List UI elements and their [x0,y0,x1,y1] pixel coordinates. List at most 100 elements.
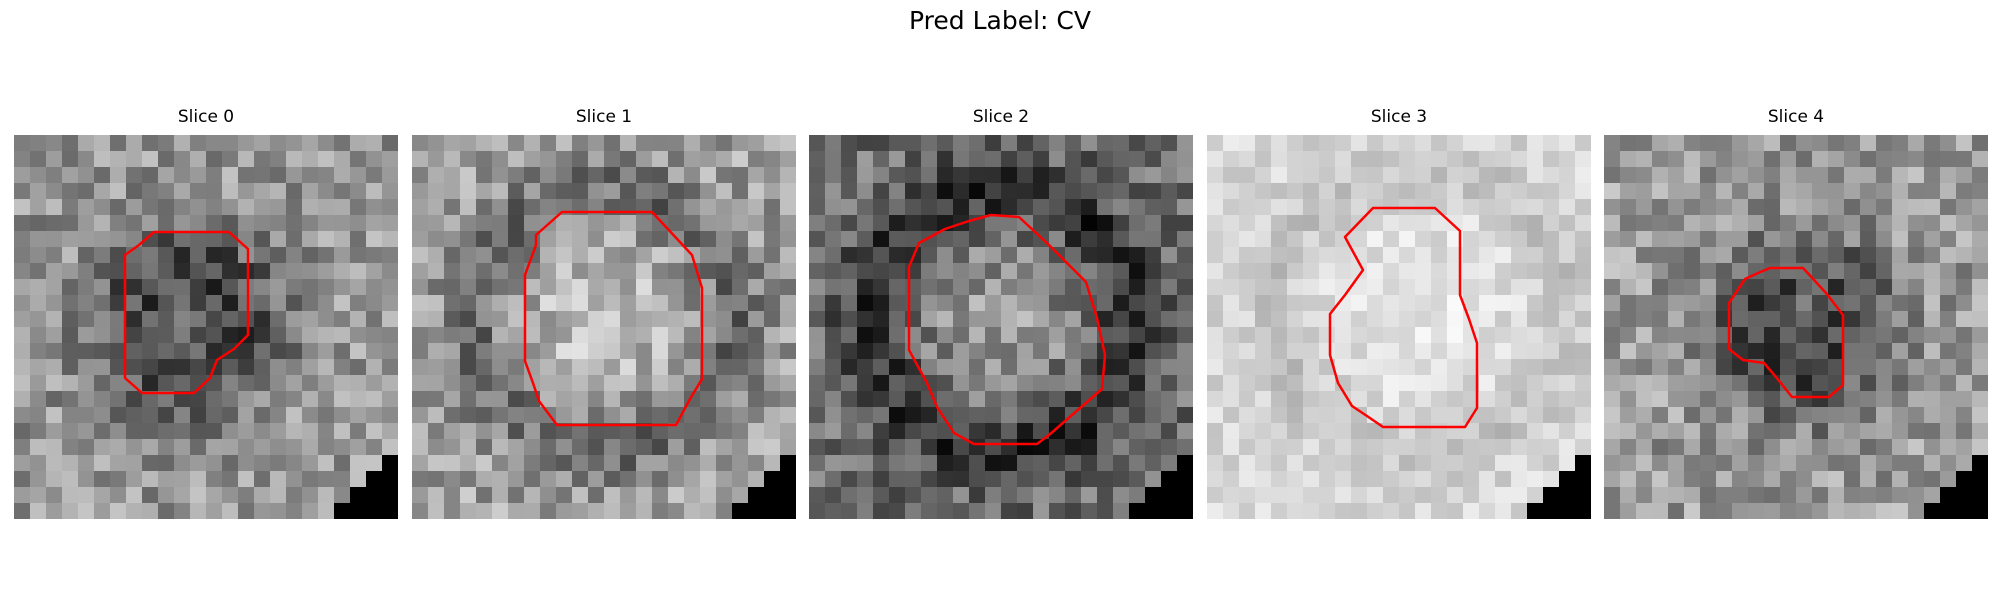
pixel [1303,439,1320,456]
pixel [1956,183,1973,200]
pixel [1860,279,1877,296]
pixel [1956,279,1973,296]
pixel [1399,183,1416,200]
pixel [126,423,143,440]
pixel [254,407,271,424]
pixel [1367,311,1384,328]
pixel [1447,295,1464,312]
pixel [588,327,605,344]
pixel [1447,135,1464,152]
pixel [1716,487,1733,504]
pixel [1033,423,1050,440]
pixel [1908,391,1925,408]
pixel [508,407,525,424]
pixel [238,471,255,488]
pixel [1049,439,1066,456]
pixel [126,503,143,519]
pixel [540,423,557,440]
pixel [732,263,749,280]
pixel [764,311,781,328]
pixel [1431,135,1448,152]
pixel [1796,407,1813,424]
pixel [1351,295,1368,312]
pixel [126,439,143,456]
pixel [1239,199,1256,216]
pixel [1559,487,1576,504]
pixel [732,167,749,184]
pixel [1033,135,1050,152]
pixel [604,311,621,328]
pixel [1017,311,1034,328]
pixel [1287,343,1304,360]
pixel [1049,343,1066,360]
pixel [1033,167,1050,184]
pixel [1097,311,1114,328]
pixel [30,247,47,264]
pixel [1097,263,1114,280]
pixel [588,375,605,392]
pixel [588,167,605,184]
pixel [825,487,842,504]
pixel [1351,279,1368,296]
pixel [1223,487,1240,504]
pixel [1527,359,1544,376]
pixel [444,279,461,296]
pixel [476,343,493,360]
pixel [764,359,781,376]
slice-panel-0: Slice 0 [14,105,398,519]
pixel [1780,407,1797,424]
pixel [476,135,493,152]
pixel [825,263,842,280]
pixel [857,151,874,168]
pixel [1319,439,1336,456]
pixel [1367,263,1384,280]
pixel [1145,151,1162,168]
pixel [126,167,143,184]
pixel [1319,151,1336,168]
pixel [1924,135,1941,152]
pixel [1033,327,1050,344]
pixel [1700,311,1717,328]
pixel [158,407,175,424]
pixel [1559,471,1576,488]
pixel [62,455,79,472]
pixel [1860,391,1877,408]
pixel [572,327,589,344]
pixel [1620,215,1637,232]
pixel [1271,279,1288,296]
pixel [1287,151,1304,168]
pixel [953,247,970,264]
pixel [1876,231,1893,248]
pixel [1956,327,1973,344]
pixel [524,455,541,472]
pixel [1145,279,1162,296]
pixel [1700,375,1717,392]
pixel [1097,167,1114,184]
pixel [1940,471,1957,488]
pixel [1860,263,1877,280]
pixel [444,487,461,504]
pixel [953,167,970,184]
pixel [1812,375,1829,392]
pixel [476,183,493,200]
pixel [889,167,906,184]
pixel [1796,375,1813,392]
pixel [62,135,79,152]
pixel [825,151,842,168]
pixel [764,167,781,184]
pixel [174,455,191,472]
pixel [302,167,319,184]
pixel [684,407,701,424]
pixel [382,471,398,488]
pixel [1812,407,1829,424]
pixel [1081,487,1098,504]
pixel [556,375,573,392]
pixel [142,471,159,488]
pixel [110,375,127,392]
pixel [1223,183,1240,200]
pixel [873,423,890,440]
pixel [1065,199,1082,216]
pixel [1543,231,1560,248]
pixel [572,343,589,360]
pixel [857,343,874,360]
